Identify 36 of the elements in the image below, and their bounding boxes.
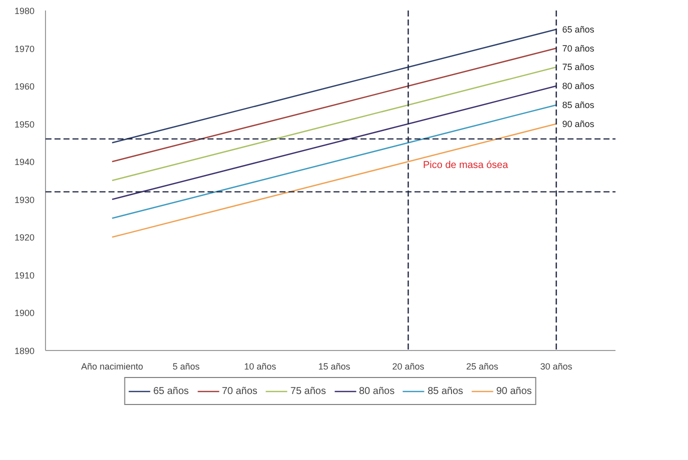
legend-label: 70 años (222, 386, 258, 396)
x-tick-label: 20 años (392, 362, 425, 372)
text: 90 años (562, 118, 594, 129)
text: 80 años (562, 81, 594, 92)
y-tick-label: 1960 (14, 82, 35, 92)
y-tick-label: 1900 (14, 308, 35, 318)
annotation: Pico de masa ósea (422, 160, 508, 171)
text: 75 años (562, 62, 594, 72)
line-series (111, 104, 557, 219)
y-tick-label: 1950 (14, 119, 35, 130)
legend-label: 65 años (153, 386, 189, 396)
x-tick-label: 10 años (244, 362, 277, 372)
x-tick-label: 30 años (540, 362, 573, 372)
y-tick-label: 1980 (14, 6, 35, 16)
legend-label: 85 años (428, 386, 464, 396)
y-tick-label: 1940 (14, 157, 35, 168)
x-tick-label: Año nacimiento (81, 362, 144, 372)
x-tick-label: 15 años (318, 362, 351, 372)
text: 65 años (562, 24, 594, 34)
line-series (111, 123, 557, 238)
y-tick-label: 1890 (14, 346, 35, 356)
line-series (111, 85, 557, 200)
y-tick-label: 1920 (14, 232, 35, 243)
legend-label: 90 años (496, 386, 532, 396)
y-tick-label: 1970 (14, 44, 35, 54)
y-tick-label: 1910 (14, 270, 35, 280)
text: 70 años (562, 43, 594, 54)
x-tick-label: 5 años (172, 362, 200, 372)
line-series (111, 28, 557, 144)
y-tick-label: 1930 (14, 194, 35, 205)
text: 85 años (562, 100, 594, 110)
legend-label: 80 años (359, 386, 395, 396)
line-series (111, 66, 557, 182)
x-tick-label: 25 años (466, 362, 499, 372)
legend-label: 75 años (290, 386, 326, 396)
line-series (111, 48, 557, 162)
